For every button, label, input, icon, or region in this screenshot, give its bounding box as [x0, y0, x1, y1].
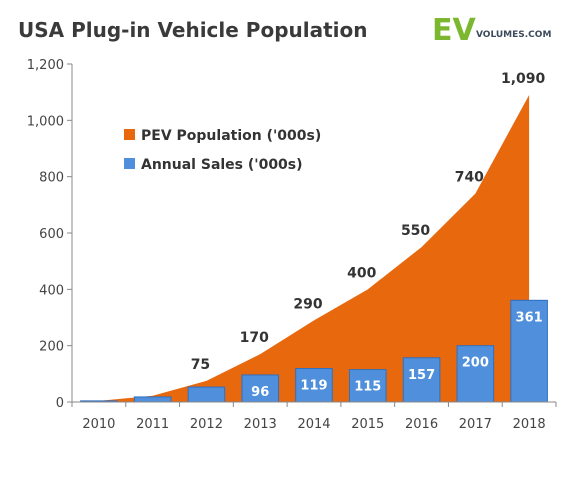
population-data-label: 400 — [347, 265, 376, 281]
x-tick-label: 2010 — [82, 417, 115, 432]
population-data-label: 75 — [191, 357, 210, 373]
y-tick-label: 800 — [39, 171, 64, 186]
y-tick-label: 400 — [39, 283, 64, 298]
y-tick-label: 0 — [56, 396, 64, 411]
x-tick-label: 2013 — [244, 417, 277, 432]
legend-population-swatch — [124, 129, 135, 140]
x-tick-label: 2014 — [297, 417, 330, 432]
sales-bar — [187, 386, 226, 403]
sales-data-label: 361 — [516, 310, 543, 325]
y-tick-label: 200 — [39, 340, 64, 355]
sales-data-label: 115 — [354, 380, 381, 395]
population-data-label: 740 — [455, 170, 484, 186]
population-area — [98, 94, 530, 402]
logo-volumes-text: VOLUMES.COM — [476, 30, 552, 40]
sales-data-label: 96 — [251, 385, 269, 400]
legend-population-label: PEV Population ('000s) — [141, 128, 321, 144]
legend-sales-swatch — [124, 158, 135, 169]
population-data-label: 1,090 — [501, 71, 546, 87]
x-tick-label: 2018 — [513, 417, 546, 432]
sales-bar — [133, 396, 172, 403]
population-data-label: 170 — [240, 330, 269, 346]
sales-bar — [456, 345, 495, 403]
population-data-label: 550 — [401, 223, 430, 239]
sales-bar — [510, 299, 548, 403]
sales-data-label: 200 — [462, 356, 489, 371]
x-tick-label: 2016 — [405, 417, 438, 432]
sales-bar — [295, 367, 333, 403]
x-tick-label: 2011 — [136, 417, 169, 432]
x-tick-label: 2015 — [351, 417, 384, 432]
logo-ev-text: EV — [432, 13, 476, 48]
sales-bar — [348, 369, 387, 403]
y-tick-label: 1,000 — [27, 114, 64, 129]
x-tick-label: 2017 — [459, 417, 492, 432]
y-tick-label: 1,200 — [27, 58, 64, 73]
chart-title: USA Plug-in Vehicle Population — [18, 18, 368, 42]
sales-data-label: 157 — [408, 368, 435, 383]
sales-bar — [402, 357, 441, 403]
legend-sales-label: Annual Sales ('000s) — [141, 157, 303, 173]
y-tick-label: 600 — [39, 227, 64, 242]
sales-data-label: 119 — [300, 378, 327, 393]
population-data-label: 290 — [293, 296, 322, 312]
x-tick-label: 2012 — [190, 417, 223, 432]
